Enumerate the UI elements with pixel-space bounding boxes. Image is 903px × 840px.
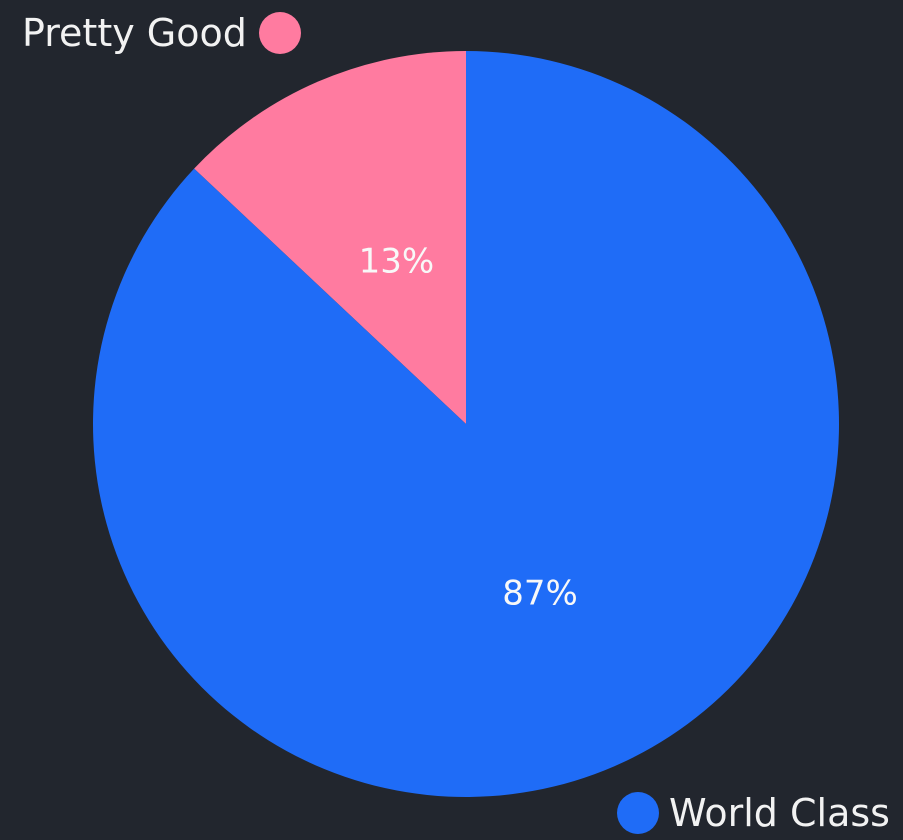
pie-slice-label-pretty-good: 13%	[359, 242, 435, 282]
legend-swatch-world-class	[617, 792, 659, 834]
legend-item-pretty-good: Pretty Good	[22, 12, 301, 54]
legend-item-world-class: World Class	[617, 792, 890, 834]
legend-label-pretty-good: Pretty Good	[22, 11, 247, 55]
legend-swatch-pretty-good	[258, 12, 301, 54]
pie-slice-label-world-class: 87%	[502, 574, 578, 614]
legend-label-world-class: World Class	[669, 791, 890, 835]
pie-slice-pretty-good	[194, 51, 466, 424]
pie-slice-world-class	[93, 51, 840, 798]
